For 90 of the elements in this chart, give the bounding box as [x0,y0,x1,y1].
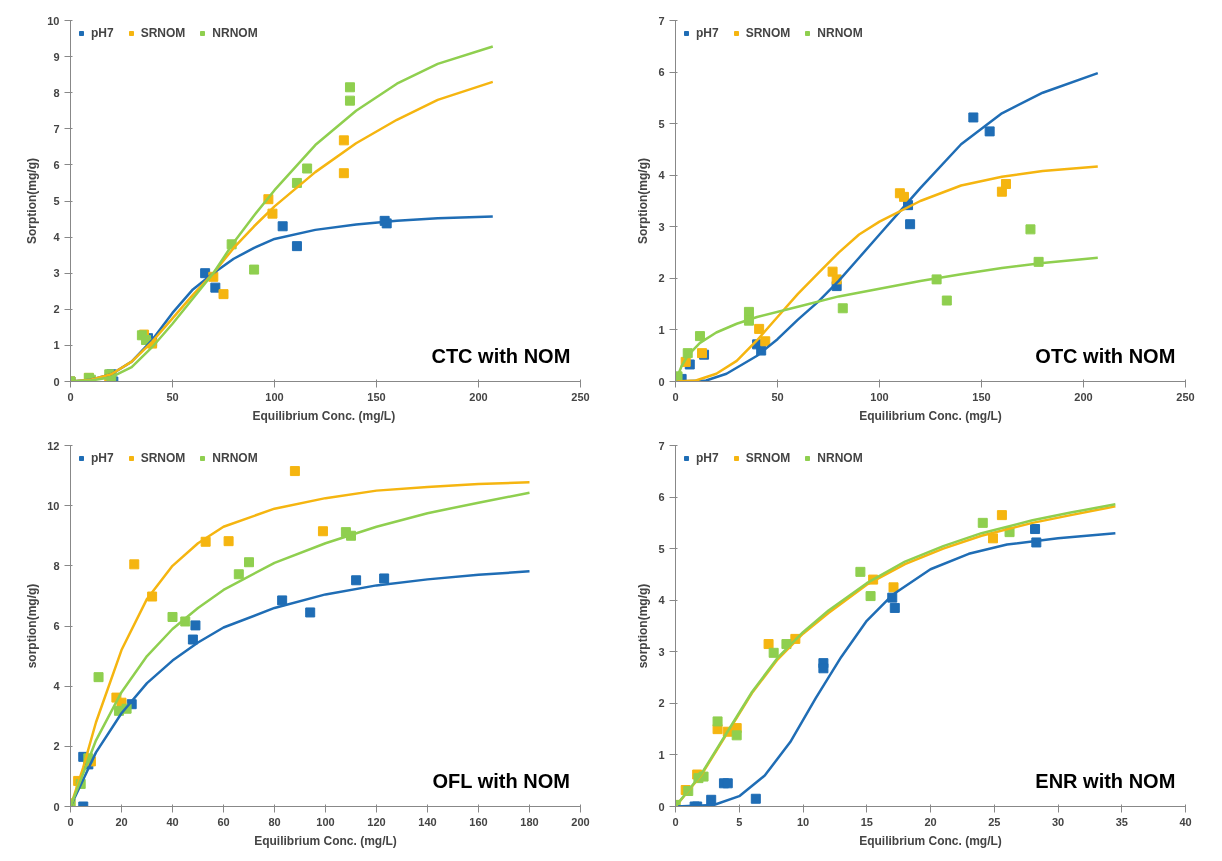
y-tick-label: 2 [658,697,665,710]
x-tick-label: 10 [796,815,810,828]
x-tick-label: 30 [1051,815,1065,828]
x-tick-label: 80 [268,815,281,828]
x-tick-label: 0 [67,815,74,828]
legend-label: NRNOM [817,451,863,465]
x-tick-label: 120 [367,815,386,828]
x-tick-label: 140 [418,815,437,828]
x-tick-label: 0 [672,390,679,403]
x-tick-label: 40 [166,815,179,828]
legend-label: SRNOM [140,26,186,40]
x-tick-label: 200 [571,815,590,828]
legend-label: SRNOM [745,26,791,40]
y-tick-label: 10 [47,499,60,512]
y-tick-label: 2 [53,303,60,316]
x-tick-label: 50 [166,390,179,403]
y-tick-label: 6 [53,620,60,632]
x-tick-label: 50 [771,390,784,403]
x-tick-label: 150 [972,390,991,403]
y-tick-label: 1 [53,339,60,352]
y-tick-label: 5 [658,542,665,555]
x-tick-label: 100 [316,815,335,828]
y-tick-label: 7 [658,14,665,27]
y-tick-label: 1 [658,323,665,336]
legend-label: pH7 [91,451,114,465]
x-tick-label: 60 [217,815,230,828]
x-axis-title: Equilibrium Conc. (mg/L) [859,408,1002,423]
x-tick-label: 160 [469,815,488,828]
x-tick-label: 40 [1179,815,1192,828]
y-tick-label: 4 [658,594,666,607]
annotation: ENR with NOM [1035,770,1176,793]
y-axis-title: sorption(mg/g) [25,583,40,669]
y-tick-label: 4 [53,231,61,244]
y-tick-label: 6 [658,491,665,504]
legend-label: pH7 [696,451,719,465]
legend-label: NRNOM [212,26,258,40]
y-tick-label: 0 [658,800,665,813]
x-axis-title: Equilibrium Conc. (mg/L) [859,833,1002,848]
legend-label: NRNOM [212,451,258,465]
y-tick-label: 8 [53,86,60,99]
legend-label: SRNOM [140,451,186,465]
y-axis-title: sorption(mg/g) [636,583,651,669]
y-tick-label: 5 [658,117,665,130]
annotation: OTC with NOM [1035,345,1176,368]
y-tick-label: 1 [658,748,665,761]
y-tick-label: 12 [47,439,60,452]
y-tick-label: 6 [53,158,60,171]
x-tick-label: 100 [265,390,284,403]
x-axis-title: Equilibrium Conc. (mg/L) [254,833,397,848]
x-tick-label: 15 [860,815,873,828]
x-tick-label: 25 [988,815,1001,828]
y-tick-label: 0 [53,375,60,388]
x-tick-label: 5 [736,815,743,828]
x-tick-label: 0 [67,390,74,403]
y-tick-label: 10 [47,14,60,27]
x-tick-label: 250 [1176,390,1195,403]
y-tick-label: 7 [53,122,60,135]
y-tick-label: 7 [658,439,665,452]
x-tick-label: 180 [520,815,539,828]
y-tick-label: 4 [53,680,61,693]
x-tick-label: 200 [469,390,488,403]
y-axis-title: Sorption(mg/g) [25,158,40,244]
x-tick-label: 35 [1115,815,1128,828]
y-tick-label: 8 [53,559,60,572]
legend-label: NRNOM [817,26,863,40]
y-tick-label: 2 [658,272,665,285]
y-tick-label: 0 [658,375,665,388]
y-axis-title: Sorption(mg/g) [636,158,651,244]
legend-label: pH7 [696,26,719,40]
y-tick-label: 3 [53,267,60,280]
y-tick-label: 3 [658,645,665,658]
annotation: CTC with NOM [431,345,571,368]
y-tick-label: 9 [53,50,60,63]
annotation: OFL with NOM [432,770,570,793]
y-tick-label: 3 [658,220,665,233]
x-tick-label: 20 [924,815,937,828]
x-axis-title: Equilibrium Conc. (mg/L) [252,408,396,423]
x-tick-label: 200 [1074,390,1093,403]
x-tick-label: 20 [115,815,128,828]
y-tick-label: 0 [53,800,60,813]
x-tick-label: 150 [367,390,386,403]
x-tick-label: 250 [571,390,590,403]
legend-label: SRNOM [745,451,791,465]
x-tick-label: 0 [672,815,679,828]
x-tick-label: 100 [870,390,889,403]
y-tick-label: 6 [658,66,665,79]
y-tick-label: 4 [658,169,666,182]
legend-label: pH7 [91,26,114,40]
y-tick-label: 5 [53,195,60,207]
y-tick-label: 2 [53,740,60,753]
